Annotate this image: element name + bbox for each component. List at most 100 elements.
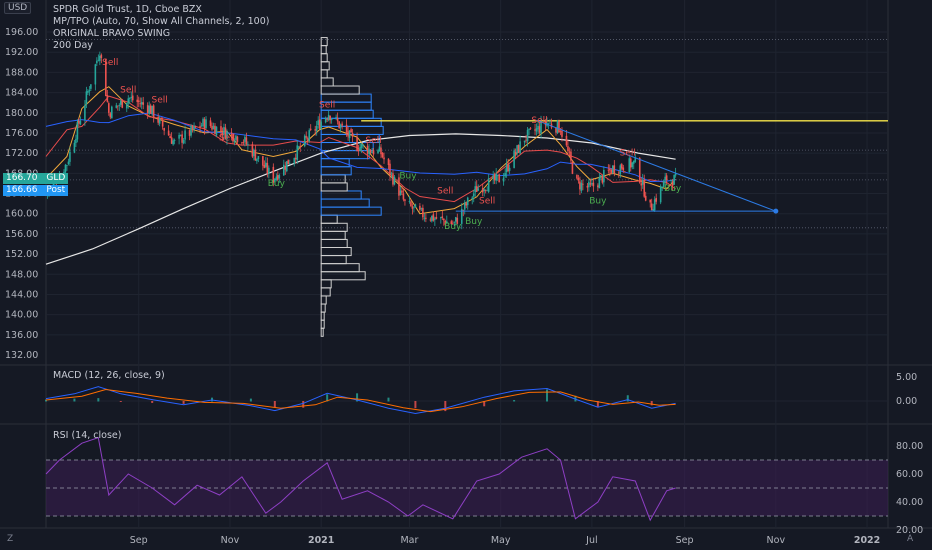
candle-body [498, 174, 500, 183]
candle-body [528, 128, 530, 131]
candle-body [97, 59, 100, 61]
macd-histogram-bar [546, 389, 549, 402]
candle-body [454, 217, 457, 222]
candle-body [534, 129, 536, 131]
candle-body [182, 139, 185, 144]
candle-body [571, 161, 574, 174]
macd-histogram-bar [302, 401, 305, 408]
candle-body [148, 105, 150, 114]
currency-button[interactable]: USD [4, 2, 32, 14]
candle-body [296, 145, 299, 160]
candle-body [383, 157, 385, 160]
sell-signal-label: Sell [437, 187, 453, 197]
candle-body [341, 123, 343, 126]
candle-body [215, 126, 218, 136]
candle-body [309, 128, 312, 130]
candle-body [314, 129, 317, 131]
macd-histogram-bar [596, 401, 599, 407]
candle-body [108, 103, 110, 113]
sell-signal-label: Sell [620, 149, 636, 159]
candle-body [362, 145, 364, 147]
candle-body [519, 141, 521, 154]
sell-signal-label: Sell [102, 58, 118, 68]
rsi-tick-label: 40.00 [896, 497, 923, 508]
candle-body [284, 166, 287, 170]
price-tick-label: 136.00 [5, 330, 38, 341]
candle-body [446, 221, 448, 224]
candle-body [620, 164, 623, 169]
candle-body [652, 209, 654, 211]
candle-body [610, 169, 613, 174]
candle-body [372, 150, 375, 155]
indicator-mp-tpo[interactable]: MP/TPO (Auto, 70, Show All Channels, 2, … [53, 16, 270, 27]
candle-body [262, 156, 264, 166]
candle-body [79, 120, 82, 125]
candle-body [178, 134, 180, 139]
candle-body [507, 163, 509, 172]
candle-body [247, 144, 249, 145]
candle-body [398, 177, 400, 196]
candle-body [567, 146, 569, 152]
time-tick-label: Mar [400, 535, 418, 546]
indicator-200-day[interactable]: 200 Day [53, 40, 93, 51]
candle-body [127, 98, 130, 104]
candle-body [245, 137, 248, 145]
candle-body [356, 137, 358, 151]
candle-body [87, 91, 89, 93]
candle-body [146, 105, 149, 113]
candle-body [623, 171, 626, 173]
candle-body [137, 100, 140, 103]
candle-body [661, 186, 663, 188]
candle-body [88, 90, 91, 92]
candle-body [315, 125, 318, 132]
candle-body [576, 174, 578, 179]
candle-body [549, 122, 551, 124]
candle-body [297, 146, 300, 148]
candle-body [327, 114, 330, 121]
candle-body [673, 174, 675, 185]
rsi-tick-label: 60.00 [896, 469, 923, 480]
timezone-icon[interactable]: Z [7, 534, 14, 544]
candle-body [588, 181, 590, 188]
rsi-title[interactable]: RSI (14, close) [53, 430, 122, 441]
candle-body [496, 175, 499, 176]
candle-body [142, 102, 145, 105]
candle-body [525, 139, 527, 141]
candle-body [504, 172, 506, 177]
candle-body [118, 105, 121, 107]
candle-body [411, 206, 414, 209]
candle-body [634, 157, 637, 162]
candle-body [357, 149, 360, 152]
candle-body [128, 97, 131, 99]
candle-body [277, 175, 279, 180]
candle-body [649, 199, 652, 203]
candle-body [526, 129, 529, 142]
candle-body [212, 125, 215, 130]
candle-body [597, 185, 599, 188]
macd-histogram-bar [73, 398, 76, 402]
macd-title[interactable]: MACD (12, 26, close, 9) [53, 370, 165, 381]
candle-body [559, 131, 562, 133]
candle-body [674, 173, 677, 176]
candle-body [558, 121, 560, 133]
candle-body [484, 190, 487, 192]
indicator-bravo-swing[interactable]: ORIGINAL BRAVO SWING [53, 28, 171, 39]
triangle-drawing[interactable] [455, 119, 779, 214]
symbol-title[interactable]: SPDR Gold Trust, 1D, Cboe BZX [53, 4, 202, 15]
buy-signal-label: Buy [589, 197, 607, 207]
candle-body [294, 157, 297, 160]
candle-body [188, 130, 191, 136]
auto-scale-icon[interactable]: A [907, 534, 914, 544]
candle-body [450, 221, 453, 224]
candle-body [265, 162, 267, 167]
rsi-pane [45, 436, 888, 522]
ma-200-polyline [45, 133, 676, 265]
candle-body [369, 149, 372, 153]
candle-body [451, 223, 454, 225]
candle-body [565, 135, 568, 146]
price-tick-label: 144.00 [5, 289, 38, 300]
candle-body [643, 179, 646, 197]
sell-signal-label: Sell [479, 197, 495, 207]
